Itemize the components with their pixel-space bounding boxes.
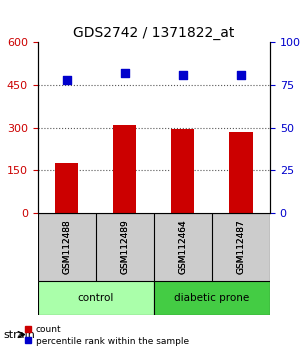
Bar	[38, 213, 96, 281]
Bar	[212, 213, 270, 281]
Text: GSM112487: GSM112487	[236, 219, 245, 274]
Text: diabetic prone: diabetic prone	[174, 293, 250, 303]
Bar	[38, 281, 154, 315]
Title: GDS2742 / 1371822_at: GDS2742 / 1371822_at	[73, 26, 234, 40]
Bar	[229, 132, 253, 213]
Text: GSM112489: GSM112489	[120, 219, 129, 274]
Point	[180, 72, 185, 78]
Text: GSM112464: GSM112464	[178, 219, 187, 274]
Bar	[154, 213, 212, 281]
Bar	[113, 125, 136, 213]
Bar	[171, 129, 194, 213]
Point	[64, 77, 69, 83]
Text: GSM112487: GSM112487	[236, 219, 245, 274]
Bar	[55, 163, 78, 213]
Text: GSM112489: GSM112489	[120, 219, 129, 274]
Point	[122, 70, 127, 76]
Point	[238, 72, 243, 78]
Text: control: control	[77, 293, 114, 303]
Bar	[154, 281, 270, 315]
Text: GSM112464: GSM112464	[178, 219, 187, 274]
Text: GSM112488: GSM112488	[62, 219, 71, 274]
Text: GSM112488: GSM112488	[62, 219, 71, 274]
Text: strain: strain	[3, 330, 35, 339]
Legend: count, percentile rank within the sample: count, percentile rank within the sample	[20, 321, 193, 349]
Bar	[96, 213, 154, 281]
